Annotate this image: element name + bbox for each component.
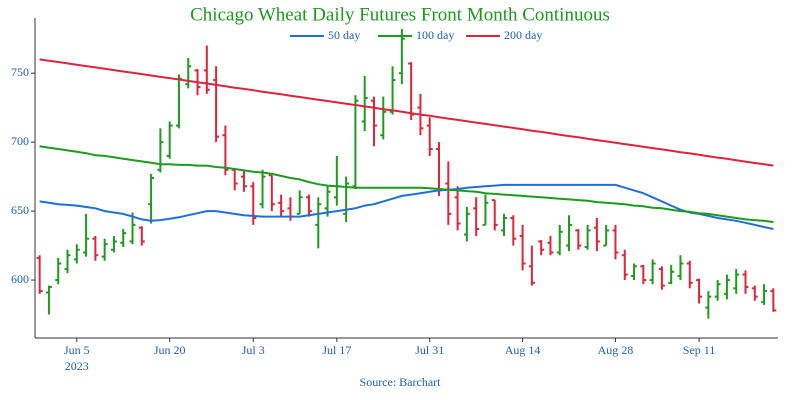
x-tick-label: Jul 3: [242, 343, 265, 357]
moving-average-line: [39, 145, 774, 224]
moving-average-line: [39, 58, 774, 167]
x-tick-label: Jul 17: [322, 343, 351, 357]
x-tick-label: Jul 31: [415, 343, 444, 357]
legend-label: 100 day: [416, 28, 454, 42]
chart-title: Chicago Wheat Daily Futures Front Month …: [190, 4, 610, 25]
moving-average-line: [39, 183, 774, 230]
x-tick-label: Jun 5: [64, 343, 90, 357]
x-year-label: 2023: [65, 359, 89, 373]
y-tick-label: 650: [11, 203, 29, 217]
y-tick-label: 600: [11, 272, 29, 286]
legend-label: 50 day: [328, 28, 360, 42]
x-tick-label: Sep 11: [683, 343, 716, 357]
x-tick-label: Aug 14: [505, 343, 541, 357]
x-tick-label: Aug 28: [598, 343, 634, 357]
legend-label: 200 day: [504, 28, 542, 42]
x-tick-label: Jun 20: [154, 343, 186, 357]
y-tick-label: 750: [11, 65, 29, 79]
source-note: Source: Barchart: [360, 375, 442, 389]
y-tick-label: 700: [11, 134, 29, 148]
